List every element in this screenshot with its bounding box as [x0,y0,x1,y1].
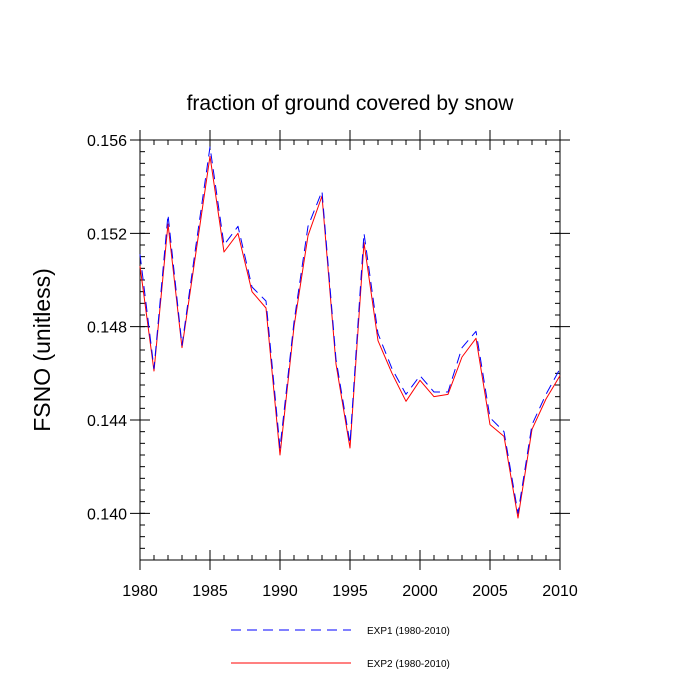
x-tick-label: 1990 [262,583,298,600]
y-tick-label: 0.140 [87,506,127,523]
y-axis-ticks: 0.140 0.144 0.148 0.152 0.156 [87,133,570,561]
series-line [139,146,561,514]
x-tick-label: 2010 [542,583,578,600]
legend: EXP1 (1980-2010) EXP2 (1980-2010) [231,626,450,670]
legend-label: EXP2 (1980-2010) [367,659,450,670]
legend-label: EXP1 (1980-2010) [367,626,450,637]
x-tick-label: 1995 [332,583,368,600]
x-tick-label: 2000 [402,583,438,600]
y-axis-label: FSNO (unitless) [29,268,55,432]
x-tick-label: 1980 [122,583,158,600]
series-lines [139,146,561,519]
y-tick-label: 0.144 [87,413,127,430]
x-tick-label: 2005 [472,583,508,600]
y-tick-label: 0.152 [87,226,127,243]
chart-title: fraction of ground covered by snow [187,92,515,115]
y-tick-label: 0.148 [87,320,127,337]
series-line [139,155,561,519]
x-axis-ticks: 1980 1985 1990 1995 2000 2005 2010 [122,130,578,600]
x-tick-label: 1985 [192,583,228,600]
y-tick-label: 0.156 [87,133,127,150]
